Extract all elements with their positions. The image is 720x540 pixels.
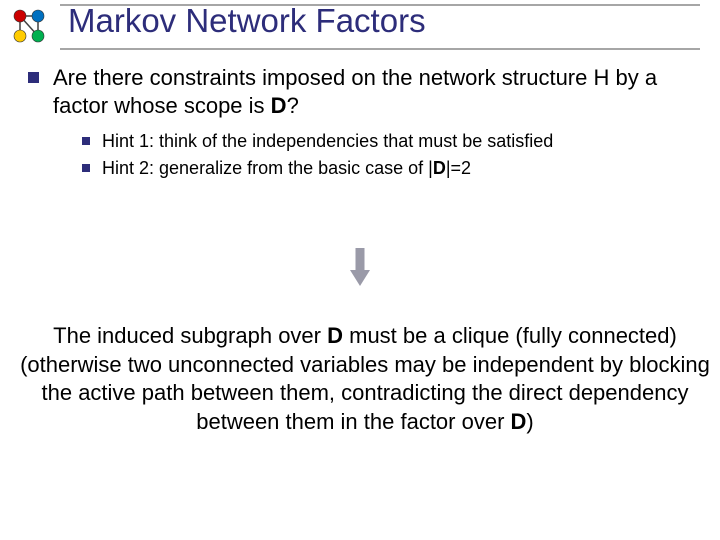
sub-bullet-group: Hint 1: think of the independencies that… — [82, 130, 700, 180]
answer-line: (otherwise two unconnected variables may… — [14, 351, 716, 437]
answer-text: The induced subgraph over D must be a cl… — [14, 322, 716, 436]
bullet-text: Hint 1: think of the independencies that… — [102, 130, 553, 153]
down-arrow — [0, 248, 720, 291]
bullet-level1: Are there constraints imposed on the net… — [28, 64, 700, 120]
bullet-text: Are there constraints imposed on the net… — [53, 64, 700, 120]
bullet-level2: Hint 1: think of the independencies that… — [82, 130, 700, 153]
answer-line: The induced subgraph over D must be a cl… — [14, 322, 716, 351]
title-bottom-rule — [60, 48, 700, 50]
logo-graph-icon — [8, 6, 50, 48]
bullet-text: Hint 2: generalize from the basic case o… — [102, 157, 471, 180]
square-bullet-icon — [82, 137, 90, 145]
square-bullet-icon — [82, 164, 90, 172]
bullet-level2: Hint 2: generalize from the basic case o… — [82, 157, 700, 180]
body-region: Are there constraints imposed on the net… — [28, 64, 700, 183]
slide: Markov Network Factors Are there constra… — [0, 0, 720, 540]
slide-title: Markov Network Factors — [68, 2, 426, 40]
square-bullet-icon — [28, 72, 39, 83]
